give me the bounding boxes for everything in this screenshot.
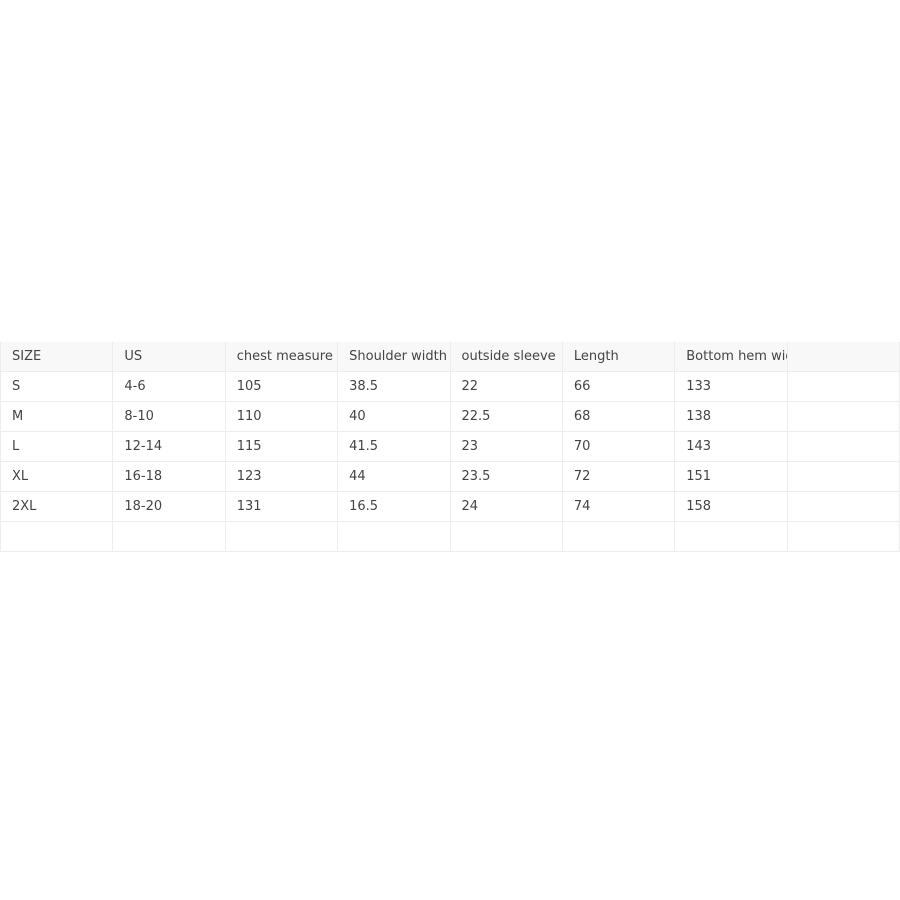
table-cell: 143 — [674, 430, 788, 462]
header-cell: Shoulder width — [337, 342, 451, 372]
table-cell: 131 — [224, 490, 339, 522]
table-header-row: SIZE US chest measure Shoulder width outside… — [0, 342, 900, 372]
table-cell: M — [0, 400, 114, 432]
table-cell: 70 — [561, 430, 676, 462]
header-cell — [786, 342, 900, 372]
table-cell: 8-10 — [112, 400, 226, 432]
table-cell: 66 — [561, 370, 676, 402]
table-cell: 151 — [674, 460, 788, 492]
table-row — [0, 520, 900, 552]
table-cell — [674, 520, 788, 552]
table-cell — [786, 490, 900, 522]
table-row: M 8-10 110 40 22.5 68 138 — [0, 400, 900, 432]
table-row: L 12-14 115 41.5 23 70 143 — [0, 430, 900, 462]
table-cell: 24 — [449, 490, 563, 522]
table-cell — [786, 460, 900, 492]
table-cell: 22 — [449, 370, 563, 402]
table-cell: L — [0, 430, 114, 462]
table-cell — [786, 430, 900, 462]
table-cell: 41.5 — [337, 430, 451, 462]
table-cell: S — [0, 370, 114, 402]
table-cell — [561, 520, 676, 552]
table-cell: 16.5 — [337, 490, 451, 522]
table-cell: 12-14 — [112, 430, 226, 462]
table-cell: 158 — [674, 490, 788, 522]
table-cell — [0, 520, 114, 552]
table-row: XL 16-18 123 44 23.5 72 151 — [0, 460, 900, 492]
table-cell: 40 — [337, 400, 451, 432]
table-cell: 16-18 — [112, 460, 226, 492]
table-cell — [224, 520, 339, 552]
header-cell: SIZE — [0, 342, 114, 372]
table-cell — [337, 520, 451, 552]
table-cell: 23.5 — [449, 460, 563, 492]
table-cell: 23 — [449, 430, 563, 462]
table-row: S 4-6 105 38.5 22 66 133 — [0, 370, 900, 402]
table-cell: 68 — [561, 400, 676, 432]
table-cell: 38.5 — [337, 370, 451, 402]
table-cell — [786, 370, 900, 402]
table-cell: 2XL — [0, 490, 114, 522]
table-cell: 72 — [561, 460, 676, 492]
table-cell: 44 — [337, 460, 451, 492]
header-cell: Length — [561, 342, 676, 372]
table-cell — [112, 520, 226, 552]
table-cell: 115 — [224, 430, 339, 462]
header-cell: chest measure — [224, 342, 339, 372]
table-cell: 105 — [224, 370, 339, 402]
header-cell: outside sleeve — [449, 342, 563, 372]
table-cell: 22.5 — [449, 400, 563, 432]
table-row: 2XL 18-20 131 16.5 24 74 158 — [0, 490, 900, 522]
header-cell: US — [112, 342, 226, 372]
table-cell — [786, 520, 900, 552]
table-cell: 138 — [674, 400, 788, 432]
table-cell — [786, 400, 900, 432]
table-cell: 74 — [561, 490, 676, 522]
header-cell: Bottom hem width — [674, 342, 788, 372]
table-cell: 18-20 — [112, 490, 226, 522]
table-cell: 4-6 — [112, 370, 226, 402]
table-cell: 110 — [224, 400, 339, 432]
table-cell: 123 — [224, 460, 339, 492]
table-cell: 133 — [674, 370, 788, 402]
table-cell: XL — [0, 460, 114, 492]
table-cell — [449, 520, 563, 552]
size-chart-table: SIZE US chest measure Shoulder width outside… — [0, 342, 900, 552]
